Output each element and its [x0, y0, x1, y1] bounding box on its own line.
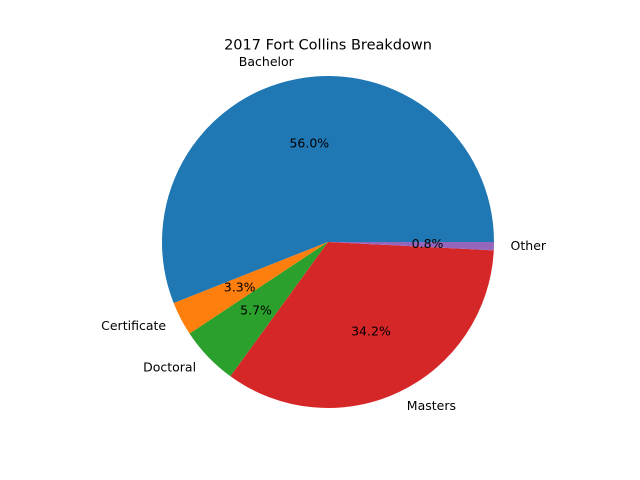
pie-slice-certificate [173, 242, 328, 334]
slice-label-certificate: Certificate [101, 318, 166, 333]
pie-labels: Bachelor 56.0% Certificate 3.3% Doctoral 5.7%… [101, 54, 547, 413]
slice-percent-masters: 34.2% [351, 323, 391, 338]
slice-percent-certificate: 3.3% [224, 280, 256, 295]
slice-label-other: Other [511, 238, 547, 253]
slice-label-bachelor: Bachelor [239, 54, 295, 69]
pie-slice-doctoral [189, 242, 328, 377]
chart-title: 2017 Fort Collins Breakdown [224, 38, 432, 54]
slice-label-masters: Masters [407, 398, 456, 413]
pie-slice-masters [230, 242, 494, 408]
slice-percent-other: 0.8% [412, 236, 444, 251]
pie-slice-bachelor [161, 75, 494, 304]
slice-label-doctoral: Doctoral [143, 360, 196, 375]
pie-slice-other [328, 242, 494, 251]
slice-percent-doctoral: 5.7% [240, 302, 272, 317]
pie-slices [161, 75, 494, 408]
slice-percent-bachelor: 56.0% [289, 136, 329, 151]
